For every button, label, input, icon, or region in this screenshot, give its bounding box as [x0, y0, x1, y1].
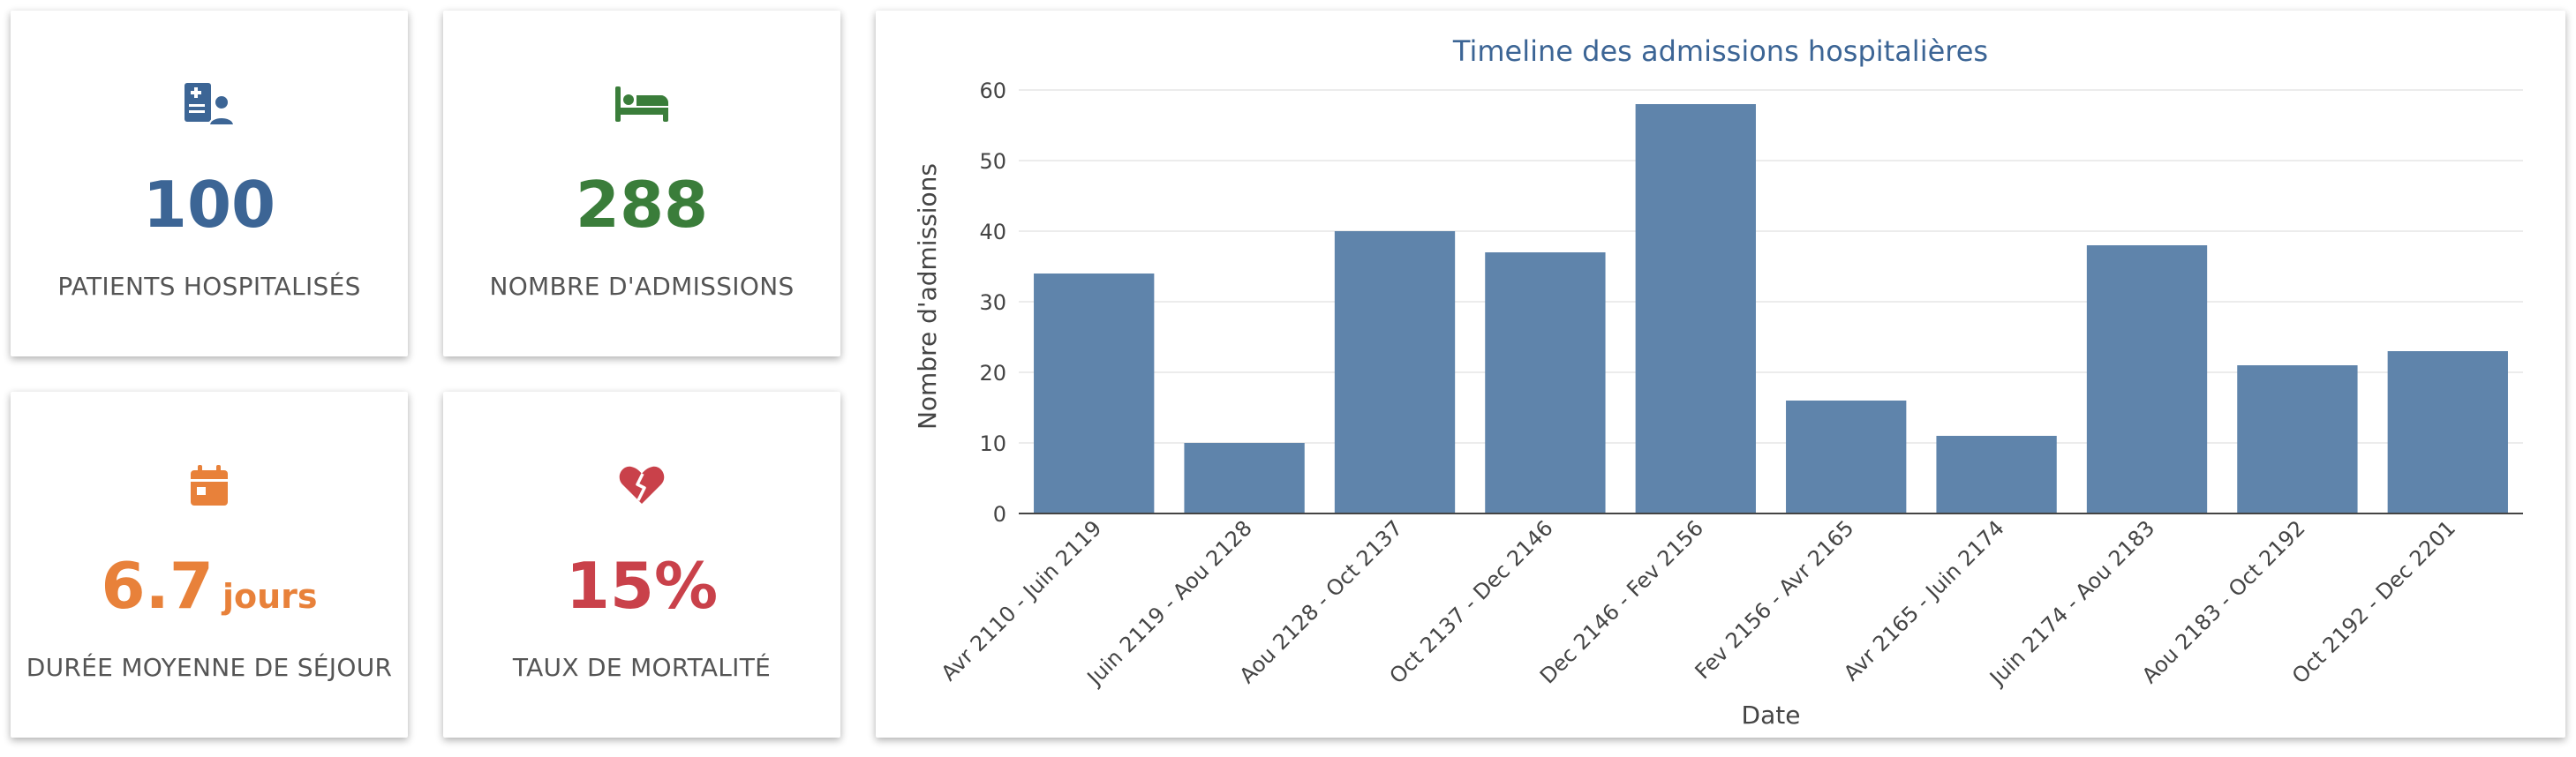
x-tick-label: Juin 2174 - Aou 2183: [1984, 515, 2159, 691]
x-tick-label: Oct 2192 - Dec 2201: [2287, 515, 2460, 688]
y-axis-label: Nombre d'admissions: [913, 163, 942, 430]
x-tick-label: Oct 2137 - Dec 2146: [1385, 515, 1558, 688]
chart-title: Timeline des admissions hospitalières: [1452, 34, 1988, 68]
kpi-value-stay: 6.7 jours: [11, 551, 408, 632]
bar[interactable]: [1635, 104, 1756, 513]
patient-chart-icon: [11, 79, 408, 129]
bar[interactable]: [1485, 252, 1606, 513]
broken-heart-icon: [443, 461, 840, 510]
y-tick-label: 40: [979, 220, 1006, 244]
bar[interactable]: [1034, 274, 1155, 513]
kpi-label-admissions: NOMBRE D'ADMISSIONS: [489, 272, 795, 301]
bar[interactable]: [2086, 245, 2208, 513]
kpi-value-stay-number: 6.7: [101, 549, 214, 623]
calendar-icon: [11, 461, 408, 510]
kpi-value-stay-unit: jours: [222, 577, 318, 616]
y-tick-label: 10: [979, 431, 1006, 456]
hospital-bed-icon: [443, 79, 840, 129]
bar[interactable]: [1936, 436, 2057, 513]
bar[interactable]: [2237, 365, 2358, 513]
kpi-card-mortality: 15% TAUX DE MORTALITÉ: [443, 392, 840, 738]
x-tick-label: Aou 2128 - Oct 2137: [1235, 515, 1408, 688]
kpi-card-stay: 6.7 jours DURÉE MOYENNE DE SÉJOUR: [11, 392, 408, 738]
bar[interactable]: [1334, 231, 1456, 513]
x-tick-label: Dec 2146 - Fev 2156: [1535, 515, 1708, 688]
x-tick-label: Aou 2183 - Oct 2192: [2137, 515, 2310, 688]
y-tick-label: 30: [979, 290, 1006, 315]
x-tick-label: Fev 2156 - Avr 2165: [1691, 515, 1859, 684]
y-tick-label: 60: [979, 79, 1006, 103]
x-tick-label: Avr 2165 - Juin 2174: [1839, 515, 2009, 686]
kpi-label-mortality: TAUX DE MORTALITÉ: [512, 653, 772, 682]
kpi-value-mortality: 15%: [565, 549, 719, 623]
kpi-card-admissions: 288 NOMBRE D'ADMISSIONS: [443, 11, 840, 356]
kpi-card-patients: 100 PATIENTS HOSPITALISÉS: [11, 11, 408, 356]
admissions-chart-card: Timeline des admissions hospitalières 0 1…: [876, 11, 2565, 738]
x-axis-label: Date: [1742, 701, 1801, 730]
y-tick-label: 50: [979, 149, 1006, 174]
bar[interactable]: [2387, 351, 2508, 513]
x-tick-label: Juin 2119 - Aou 2128: [1081, 515, 1257, 691]
admissions-bar-chart: Timeline des admissions hospitalières 0 1…: [913, 34, 2523, 730]
chart-bars: [1034, 104, 2508, 513]
kpi-value-admissions: 288: [575, 168, 709, 242]
kpi-label-patients: PATIENTS HOSPITALISÉS: [57, 272, 361, 301]
y-tick-label: 0: [993, 502, 1006, 527]
y-axis-ticks: 0 10 20 30 40 50 60: [979, 79, 1006, 527]
kpi-label-stay: DURÉE MOYENNE DE SÉJOUR: [26, 653, 393, 682]
y-tick-label: 20: [979, 361, 1006, 386]
kpi-value-patients: 100: [142, 168, 276, 242]
bar[interactable]: [1184, 443, 1305, 513]
bar[interactable]: [1786, 401, 1907, 513]
x-tick-label: Avr 2110 - Juin 2119: [937, 515, 1107, 686]
